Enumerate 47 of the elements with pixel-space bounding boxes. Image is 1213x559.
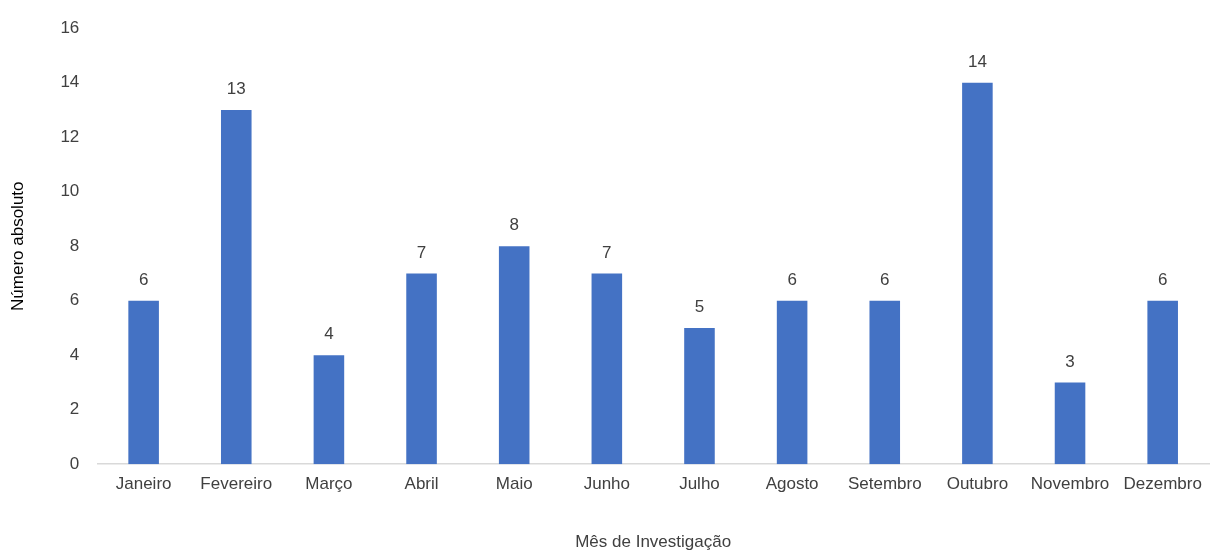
- data-label: 4: [324, 324, 334, 344]
- y-tick-label: 2: [69, 399, 80, 419]
- bar: [220, 109, 252, 465]
- x-tick-label: Setembro: [847, 474, 922, 494]
- data-label: 14: [967, 51, 987, 71]
- x-axis-title: Mês de Investigação: [575, 532, 732, 552]
- data-label: 6: [138, 269, 149, 289]
- y-tick-label: 4: [69, 344, 80, 364]
- y-tick-label: 6: [69, 290, 80, 310]
- x-tick-label: Julho: [679, 474, 720, 494]
- y-axis-title: Número absoluto: [7, 181, 27, 311]
- x-tick-label: Junho: [583, 474, 630, 494]
- data-label: 6: [787, 269, 797, 289]
- data-label: 6: [1157, 269, 1168, 289]
- y-tick-label: 14: [60, 72, 80, 92]
- bar: [869, 300, 901, 465]
- x-tick-label: Fevereiro: [200, 474, 273, 494]
- x-tick-label: Janeiro: [115, 474, 172, 494]
- y-tick-label: 0: [69, 453, 80, 473]
- data-label: 6: [880, 269, 890, 289]
- x-tick-label: Abril: [404, 474, 439, 494]
- y-tick-label: 12: [60, 126, 80, 146]
- bar: [1147, 300, 1178, 465]
- bar: [406, 273, 437, 465]
- x-tick-label: Março: [305, 474, 353, 494]
- x-tick-label: Dezembro: [1123, 474, 1202, 494]
- bar: [313, 355, 345, 465]
- bar: [128, 300, 159, 465]
- x-tick-label: Novembro: [1030, 474, 1110, 494]
- bar: [498, 246, 530, 465]
- data-label: 3: [1065, 351, 1075, 371]
- bar: [684, 327, 715, 465]
- x-tick-label: Maio: [495, 474, 533, 494]
- data-label: 13: [226, 79, 246, 99]
- data-label: 8: [509, 215, 519, 235]
- y-tick-label: 10: [60, 181, 80, 201]
- y-tick-label: 8: [69, 235, 80, 255]
- bar: [776, 300, 808, 465]
- x-tick-label: Outubro: [946, 474, 1009, 494]
- bar: [591, 273, 623, 465]
- y-tick-label: 16: [60, 17, 80, 37]
- data-label: 7: [602, 242, 612, 262]
- data-label: 7: [416, 242, 427, 262]
- data-label: 5: [694, 297, 705, 317]
- bar: [1054, 382, 1086, 465]
- x-tick-label: Agosto: [765, 474, 819, 494]
- bar: [962, 82, 993, 465]
